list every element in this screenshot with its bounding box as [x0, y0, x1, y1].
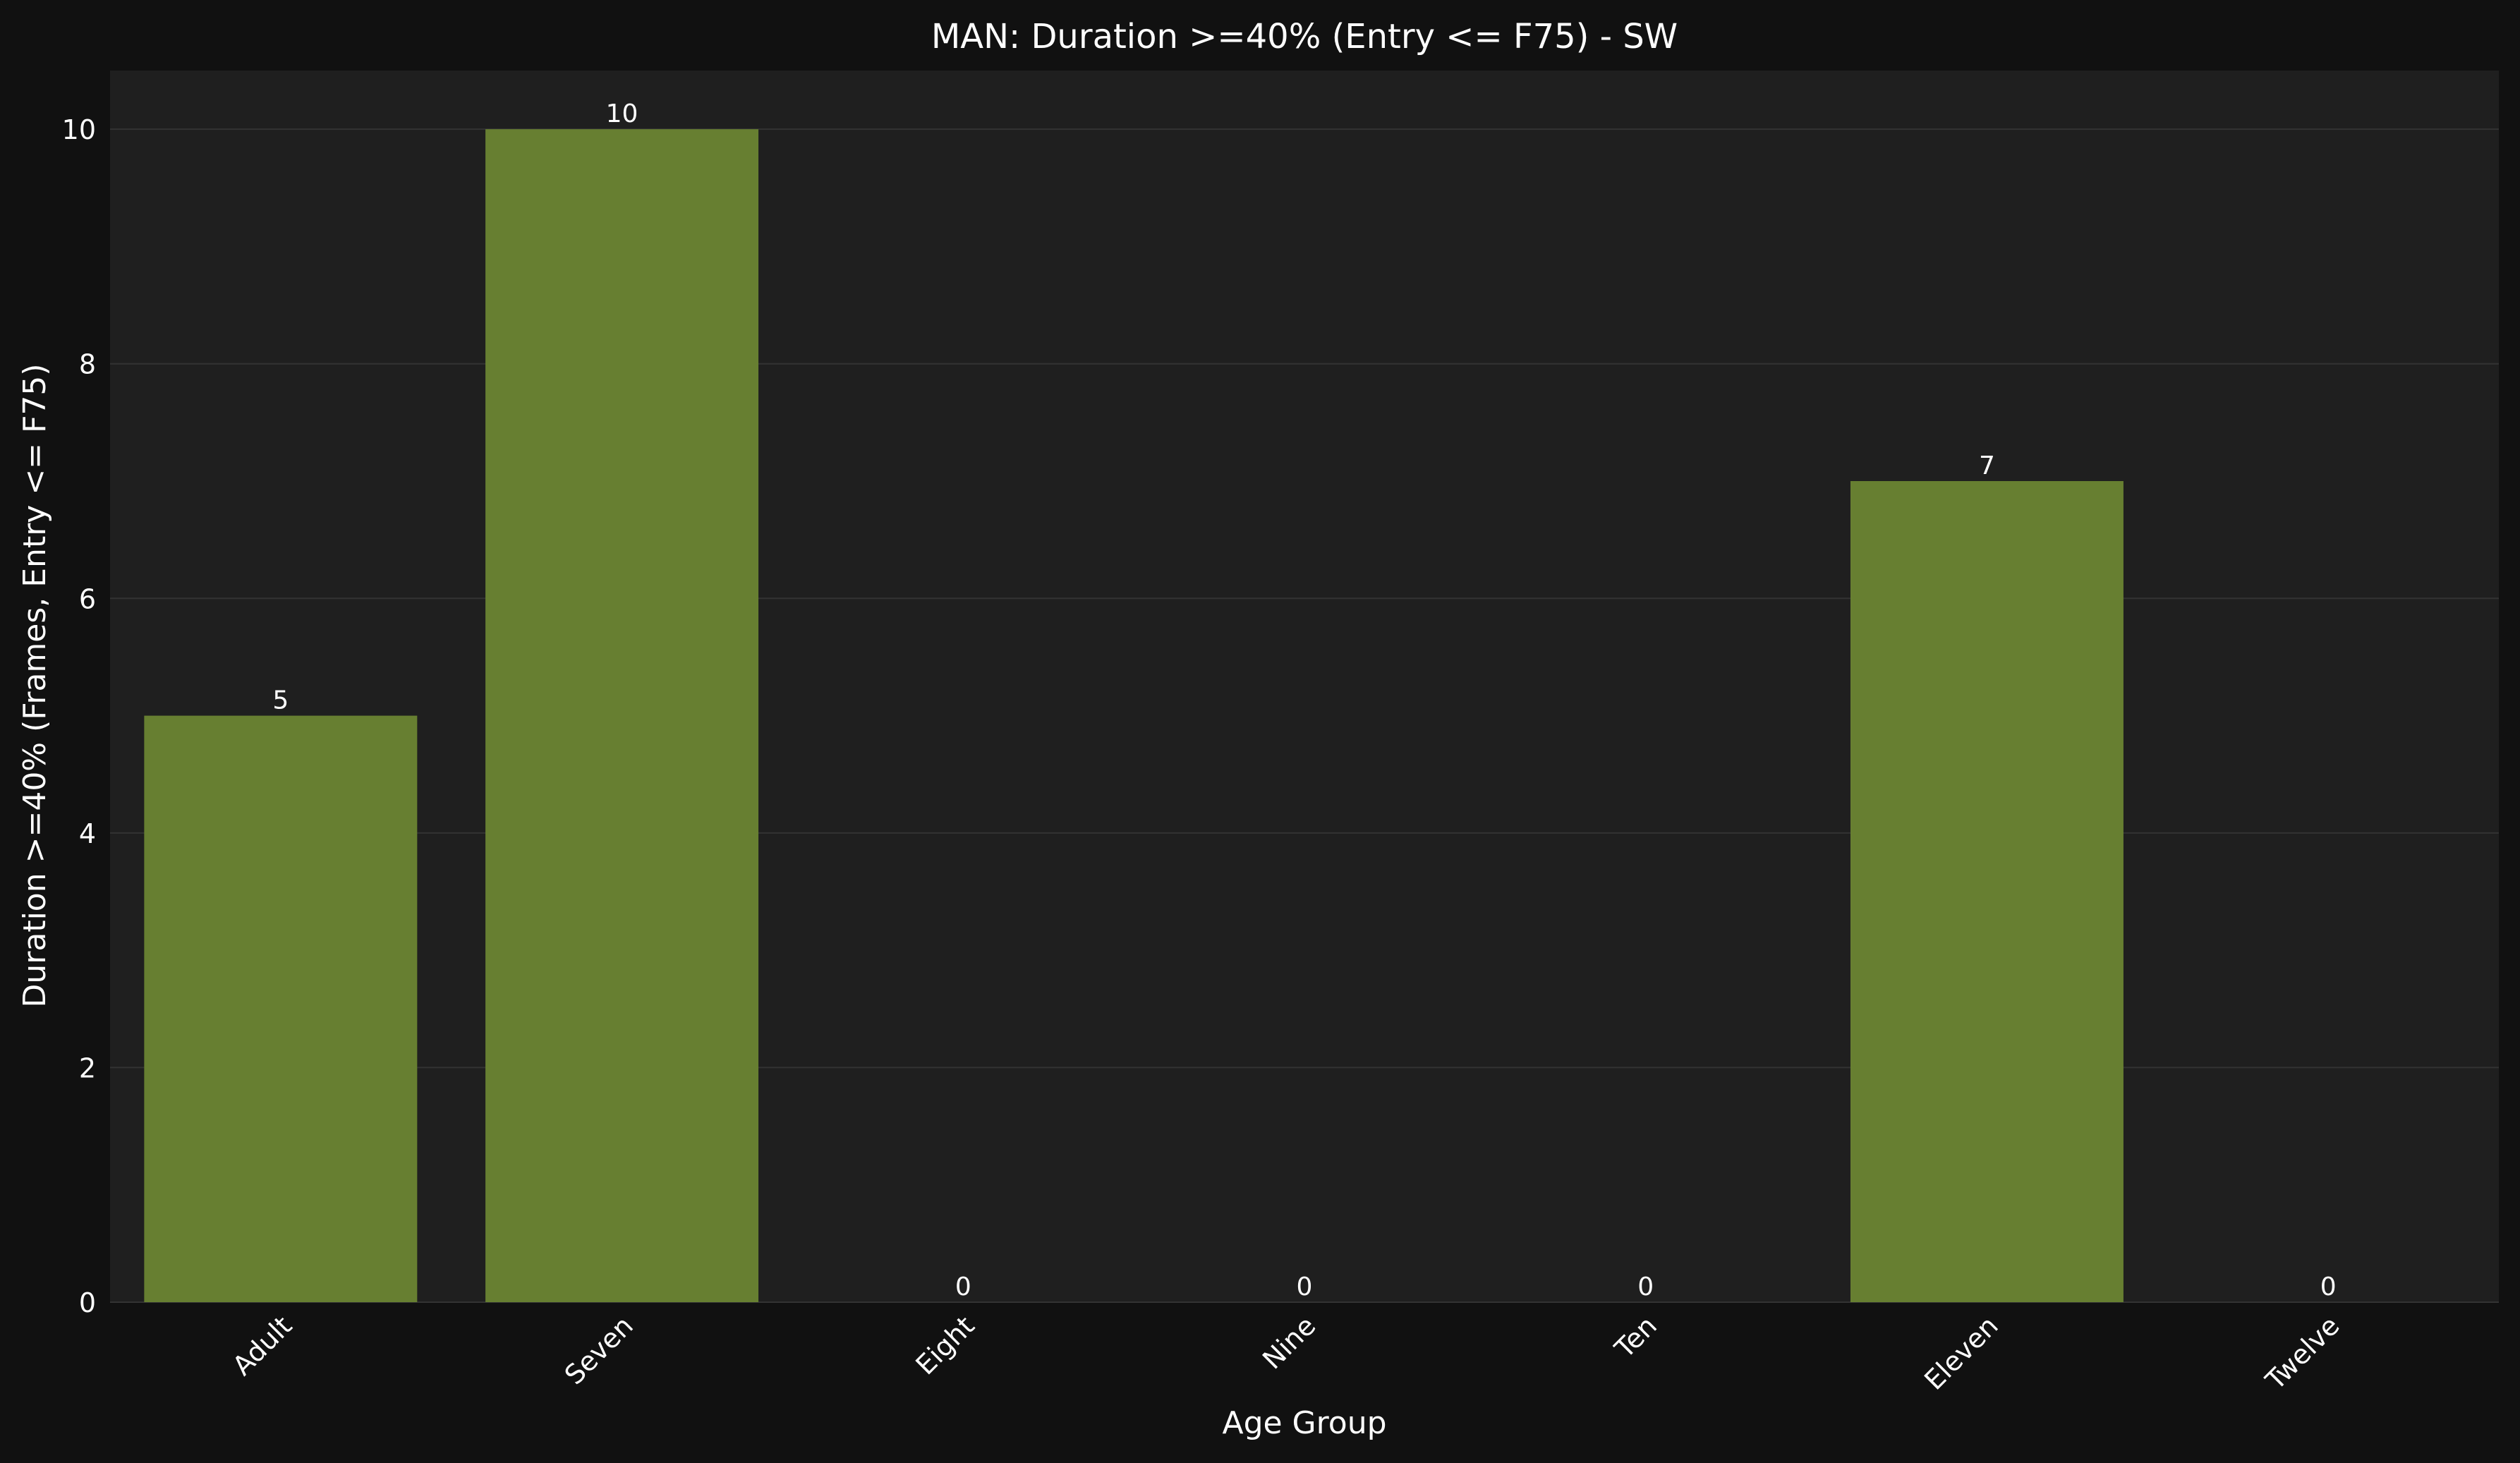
y-tick-label: 0 [79, 1287, 96, 1318]
y-tick-label: 6 [79, 583, 96, 614]
chart-title: MAN: Duration >=40% (Entry <= F75) - SW [931, 17, 1678, 56]
data-label: 0 [2320, 1273, 2337, 1301]
y-tick-label: 8 [79, 349, 96, 380]
bar-adult [144, 715, 418, 1302]
data-label: 0 [955, 1273, 971, 1301]
bar-seven [485, 129, 759, 1303]
data-label: 5 [272, 686, 289, 715]
bars [144, 129, 2124, 1303]
data-label: 0 [1297, 1273, 1313, 1301]
data-label: 0 [1637, 1273, 1654, 1301]
plot-area [110, 71, 2499, 1302]
y-tick-label: 10 [62, 114, 96, 145]
data-label: 10 [606, 99, 638, 128]
data-label: 7 [1979, 451, 1995, 480]
bar-eleven [1850, 481, 2124, 1302]
y-axis-ticks: 0 2 4 6 8 10 [62, 114, 96, 1318]
data-labels: 5 10 0 0 0 7 0 [272, 99, 2336, 1301]
x-axis-label: Age Group [1222, 1405, 1386, 1441]
y-tick-label: 4 [79, 818, 96, 849]
y-axis-label: Duration >=40% (Frames, Entry <= F75) [17, 364, 53, 1008]
y-tick-label: 2 [79, 1052, 96, 1083]
